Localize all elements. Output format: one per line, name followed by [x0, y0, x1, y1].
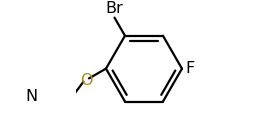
Text: Br: Br [106, 1, 123, 16]
Text: F: F [185, 61, 194, 76]
Text: N: N [25, 89, 38, 104]
Text: O: O [80, 72, 92, 87]
